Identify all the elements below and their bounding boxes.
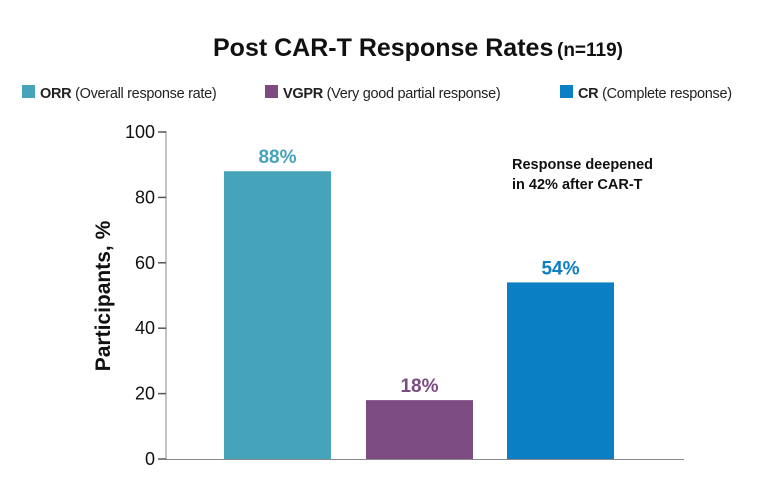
bar-vgpr xyxy=(366,400,473,459)
legend: ORR (Overall response rate) VGPR (Very g… xyxy=(22,85,732,102)
bar-cr xyxy=(507,282,614,459)
legend-item-cr: CR (Complete response) xyxy=(578,86,732,102)
data-label-orr: 88% xyxy=(258,147,296,168)
chart-subtitle: (n=119) xyxy=(557,40,623,61)
legend-item-vgpr: VGPR (Very good partial response) xyxy=(283,86,500,102)
legend-swatch-orr xyxy=(22,85,35,98)
annotation-line-2: in 42% after CAR-T xyxy=(512,177,643,193)
bar-orr xyxy=(224,171,331,460)
chart-title: Post CAR-T Response Rates xyxy=(213,34,553,62)
legend-swatch-cr xyxy=(560,85,573,98)
y-tick-label: 20 xyxy=(135,384,155,404)
y-tick-label: 0 xyxy=(145,449,155,469)
y-tick-label: 60 xyxy=(135,253,155,273)
y-tick-label: 40 xyxy=(135,318,155,338)
y-axis-label: Participants, % xyxy=(92,220,115,371)
annotation-line-1: Response deepened xyxy=(512,157,653,173)
legend-item-orr: ORR (Overall response rate) xyxy=(40,86,216,102)
legend-swatch-vgpr xyxy=(265,85,278,98)
data-label-cr: 54% xyxy=(541,258,579,279)
y-tick-label: 80 xyxy=(135,187,155,207)
data-label-vgpr: 18% xyxy=(400,376,438,397)
y-tick-label: 100 xyxy=(125,122,155,142)
